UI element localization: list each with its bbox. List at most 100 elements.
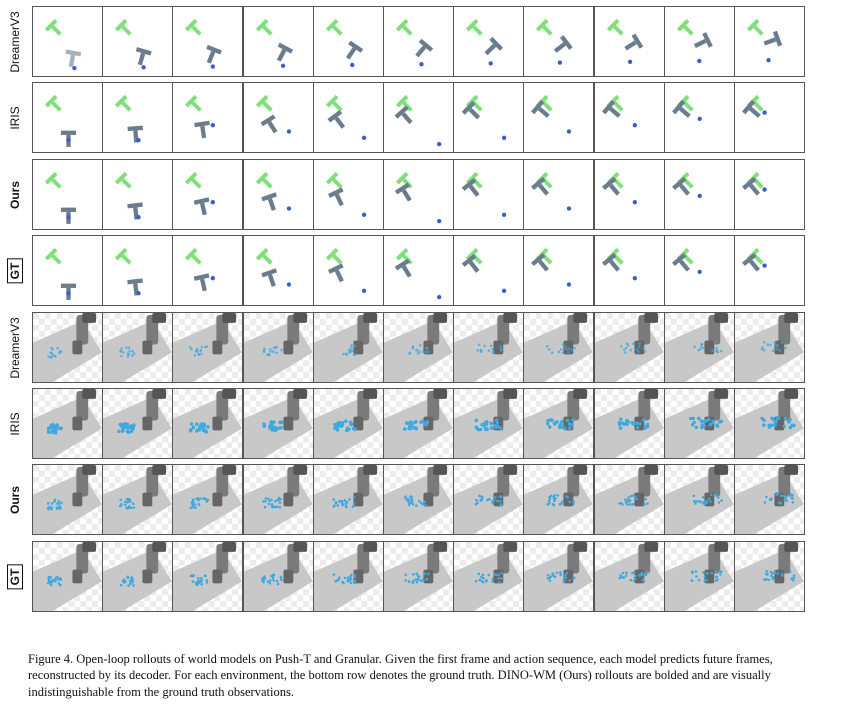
granule bbox=[266, 580, 270, 583]
granule bbox=[474, 425, 479, 430]
granule bbox=[490, 426, 495, 431]
floor-plane bbox=[595, 396, 664, 458]
target-t-shape bbox=[44, 247, 62, 265]
granule bbox=[629, 348, 633, 352]
granule bbox=[629, 494, 633, 498]
robot-arm bbox=[423, 542, 448, 584]
granule bbox=[195, 497, 198, 500]
granule bbox=[426, 350, 430, 353]
object-t-shape bbox=[742, 176, 760, 196]
granule bbox=[716, 496, 720, 499]
granule bbox=[696, 416, 701, 421]
granule bbox=[188, 345, 192, 349]
rollout-frame bbox=[243, 541, 314, 612]
granule bbox=[791, 578, 795, 582]
target-t-shape bbox=[114, 18, 132, 36]
granule bbox=[418, 344, 422, 347]
granule bbox=[407, 503, 411, 507]
robot-arm bbox=[634, 465, 659, 507]
granule bbox=[51, 353, 54, 357]
object-t-shape bbox=[193, 197, 210, 216]
granule bbox=[491, 501, 495, 505]
target-t-shape bbox=[255, 171, 273, 189]
object-t-shape bbox=[345, 40, 364, 60]
robot-arm bbox=[72, 465, 97, 507]
granule bbox=[347, 576, 350, 579]
granule bbox=[495, 421, 499, 425]
granule bbox=[545, 344, 549, 348]
granule bbox=[767, 423, 771, 428]
granule bbox=[553, 499, 556, 503]
rollout-row-ours-granular: Ours bbox=[8, 464, 836, 535]
granule bbox=[474, 418, 479, 423]
rollout-frame bbox=[32, 464, 103, 535]
rollout-frame bbox=[102, 388, 173, 459]
object-t-shape bbox=[553, 35, 573, 53]
granule bbox=[120, 354, 123, 358]
granule bbox=[347, 427, 351, 432]
granule bbox=[202, 423, 207, 427]
granule bbox=[336, 504, 340, 507]
granule bbox=[269, 579, 272, 582]
granule bbox=[205, 500, 209, 503]
granule bbox=[625, 502, 629, 506]
granule bbox=[195, 347, 199, 351]
robot-arm bbox=[353, 465, 378, 507]
robot-arm bbox=[212, 542, 237, 584]
granule bbox=[120, 347, 124, 350]
rollout-frame bbox=[734, 464, 805, 535]
granule bbox=[275, 579, 279, 583]
object-t-shape bbox=[531, 252, 549, 272]
granule bbox=[694, 425, 699, 430]
robot-arm bbox=[563, 542, 588, 584]
granule bbox=[692, 499, 696, 503]
granule bbox=[340, 499, 344, 503]
granule bbox=[548, 501, 551, 505]
granule bbox=[646, 570, 650, 574]
granule bbox=[419, 501, 423, 505]
granule bbox=[201, 497, 205, 500]
granule bbox=[572, 576, 575, 580]
granule bbox=[189, 506, 193, 510]
target-t-shape bbox=[395, 18, 413, 36]
row-label-text: DreamerV3 bbox=[8, 316, 22, 379]
granule bbox=[478, 427, 483, 432]
granule bbox=[634, 574, 637, 578]
floor-plane bbox=[735, 472, 804, 534]
rollout-frame bbox=[32, 312, 103, 383]
granule bbox=[714, 570, 718, 574]
agent-dot bbox=[632, 123, 637, 128]
granule bbox=[425, 577, 429, 581]
granule bbox=[352, 578, 356, 582]
granule bbox=[350, 346, 353, 350]
granule bbox=[697, 578, 701, 582]
granule bbox=[776, 415, 780, 420]
granule bbox=[263, 505, 267, 509]
granule bbox=[126, 507, 129, 510]
floor-plane bbox=[454, 549, 523, 611]
granule bbox=[778, 349, 782, 352]
granule bbox=[480, 422, 484, 427]
granule bbox=[498, 581, 501, 584]
agent-dot bbox=[437, 218, 442, 224]
granule bbox=[695, 500, 699, 503]
granule bbox=[128, 499, 131, 503]
granule bbox=[784, 496, 788, 500]
granule bbox=[341, 502, 344, 505]
figure-caption: Figure 4. Open-loop rollouts of world mo… bbox=[28, 651, 773, 699]
granule bbox=[692, 420, 696, 425]
floor-plane bbox=[33, 396, 102, 458]
granule bbox=[50, 502, 54, 505]
granule bbox=[421, 350, 425, 353]
granule bbox=[705, 501, 709, 505]
granule bbox=[127, 353, 130, 357]
rollout-frame bbox=[594, 6, 665, 77]
rollout-frame bbox=[243, 235, 314, 306]
granule bbox=[692, 494, 696, 498]
granule bbox=[624, 351, 627, 354]
row-label: IRIS bbox=[2, 82, 28, 153]
granule bbox=[191, 500, 194, 504]
rollout-frame bbox=[453, 82, 524, 153]
granule bbox=[49, 356, 53, 359]
granule bbox=[548, 497, 552, 501]
